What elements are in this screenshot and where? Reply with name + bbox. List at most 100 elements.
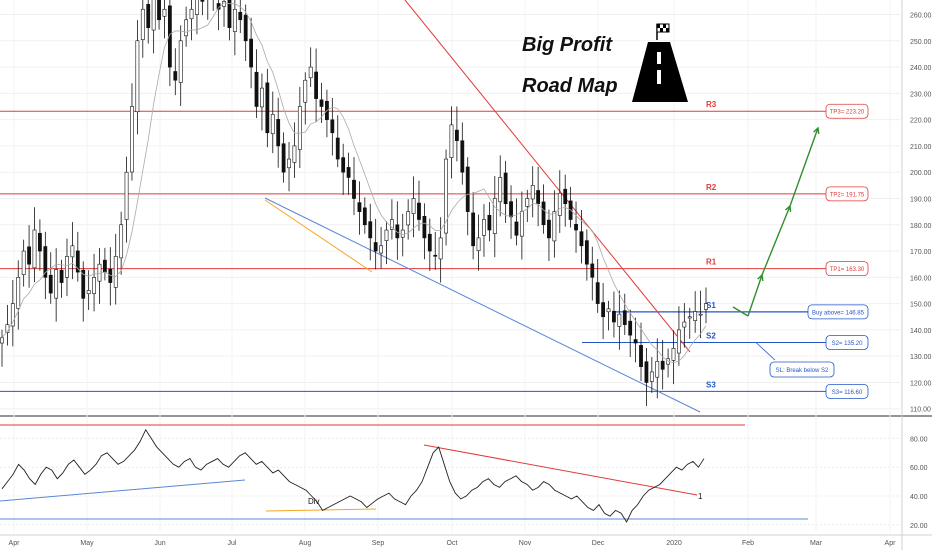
level-tag-text: TP3= 223.20: [830, 110, 865, 116]
candle-body: [622, 310, 627, 325]
candle-body: [373, 242, 378, 252]
time-tick-label: Jun: [154, 540, 165, 547]
candle-body: [639, 345, 643, 367]
candle-body: [655, 361, 660, 378]
candle: [75, 231, 80, 282]
level-label-s3: S3: [706, 380, 716, 389]
candle: [297, 86, 302, 169]
candle-body: [487, 214, 492, 231]
candle-body: [54, 269, 59, 299]
time-tick-label: May: [80, 540, 94, 547]
candle: [281, 132, 286, 183]
candle: [671, 330, 676, 385]
candle: [32, 207, 37, 282]
level-tag-s2: S2= 135.20: [825, 335, 869, 350]
candle-body: [243, 14, 248, 42]
candle-body: [693, 311, 698, 321]
candle: [677, 306, 681, 366]
candle: [574, 201, 578, 253]
level-tag-text: S3= 116.60: [832, 390, 863, 396]
candle: [465, 157, 470, 236]
candle-body: [65, 256, 69, 278]
candle-body: [162, 8, 167, 17]
finish-flag-icon: [656, 23, 670, 40]
candle-body: [390, 219, 394, 230]
candle: [552, 190, 557, 258]
time-tick-label: 2020: [666, 540, 682, 547]
candle: [102, 247, 107, 281]
candle-body: [476, 237, 481, 251]
level-tag-box: [825, 383, 869, 399]
candle: [162, 0, 167, 39]
time-tick-label: Apr: [885, 540, 897, 547]
candle-body: [189, 8, 194, 20]
candle: [167, 0, 172, 87]
candle: [579, 210, 584, 264]
candle: [352, 157, 356, 216]
candle: [16, 260, 21, 330]
candle-body: [704, 303, 708, 310]
candle-body: [151, 0, 156, 31]
candle-body: [308, 66, 313, 79]
chart-title: Big Profit: [522, 34, 613, 56]
candle: [135, 20, 140, 135]
candle: [249, 17, 254, 89]
candle: [5, 304, 10, 346]
candle-body: [265, 82, 270, 134]
price-tick-label: 190.00: [910, 196, 932, 203]
candle: [471, 192, 476, 260]
candle: [292, 122, 297, 178]
candle: [65, 238, 69, 297]
candle-body: [303, 79, 308, 103]
candle: [590, 246, 595, 301]
price-tick-label: 210.00: [910, 144, 932, 151]
rsi-tick-label: 80.00: [910, 436, 928, 443]
price-tick-label: 240.00: [910, 65, 932, 72]
candle: [113, 233, 118, 305]
candle-body: [400, 229, 405, 238]
candle-body: [167, 5, 172, 68]
candle: [54, 248, 59, 322]
candle-body: [97, 263, 102, 282]
projection-segment: [761, 205, 791, 276]
candle-body: [254, 71, 259, 107]
candle-body: [482, 219, 486, 236]
candle: [449, 106, 454, 179]
candle-body: [10, 303, 15, 327]
level-tag-box: [825, 261, 869, 277]
candle-body: [276, 119, 281, 147]
candle-body: [584, 240, 589, 265]
candle: [21, 239, 26, 287]
level-label-r1: R1: [706, 258, 717, 267]
price-tick-label: 170.00: [910, 249, 932, 256]
candle: [81, 261, 86, 322]
level-label-s1: S1: [706, 301, 716, 310]
candle: [400, 213, 405, 257]
candle: [568, 186, 573, 228]
candle: [27, 225, 31, 288]
candle: [444, 149, 448, 246]
candle-body: [173, 71, 178, 81]
candle: [547, 209, 551, 262]
candle: [362, 197, 367, 234]
candle-body: [270, 114, 275, 135]
candle: [212, 0, 214, 11]
price-tick-label: 150.00: [910, 302, 932, 309]
candle: [384, 221, 389, 265]
candle: [417, 180, 421, 231]
time-tick-label: Jul: [228, 540, 237, 547]
time-tick-label: Sep: [372, 540, 385, 547]
candle-body: [314, 71, 318, 99]
candle-body: [460, 140, 465, 173]
candle: [639, 322, 643, 382]
candle-body: [628, 320, 633, 336]
candle: [687, 307, 692, 339]
candle: [411, 176, 416, 238]
level-tag-s1: Buy above= 146.85: [807, 304, 869, 320]
candle-body: [433, 254, 438, 257]
price-tick-label: 110.00: [910, 407, 931, 414]
time-tick-label: Oct: [447, 540, 458, 547]
candle: [514, 198, 519, 246]
candle-body: [438, 237, 443, 260]
candle-body: [552, 211, 557, 242]
